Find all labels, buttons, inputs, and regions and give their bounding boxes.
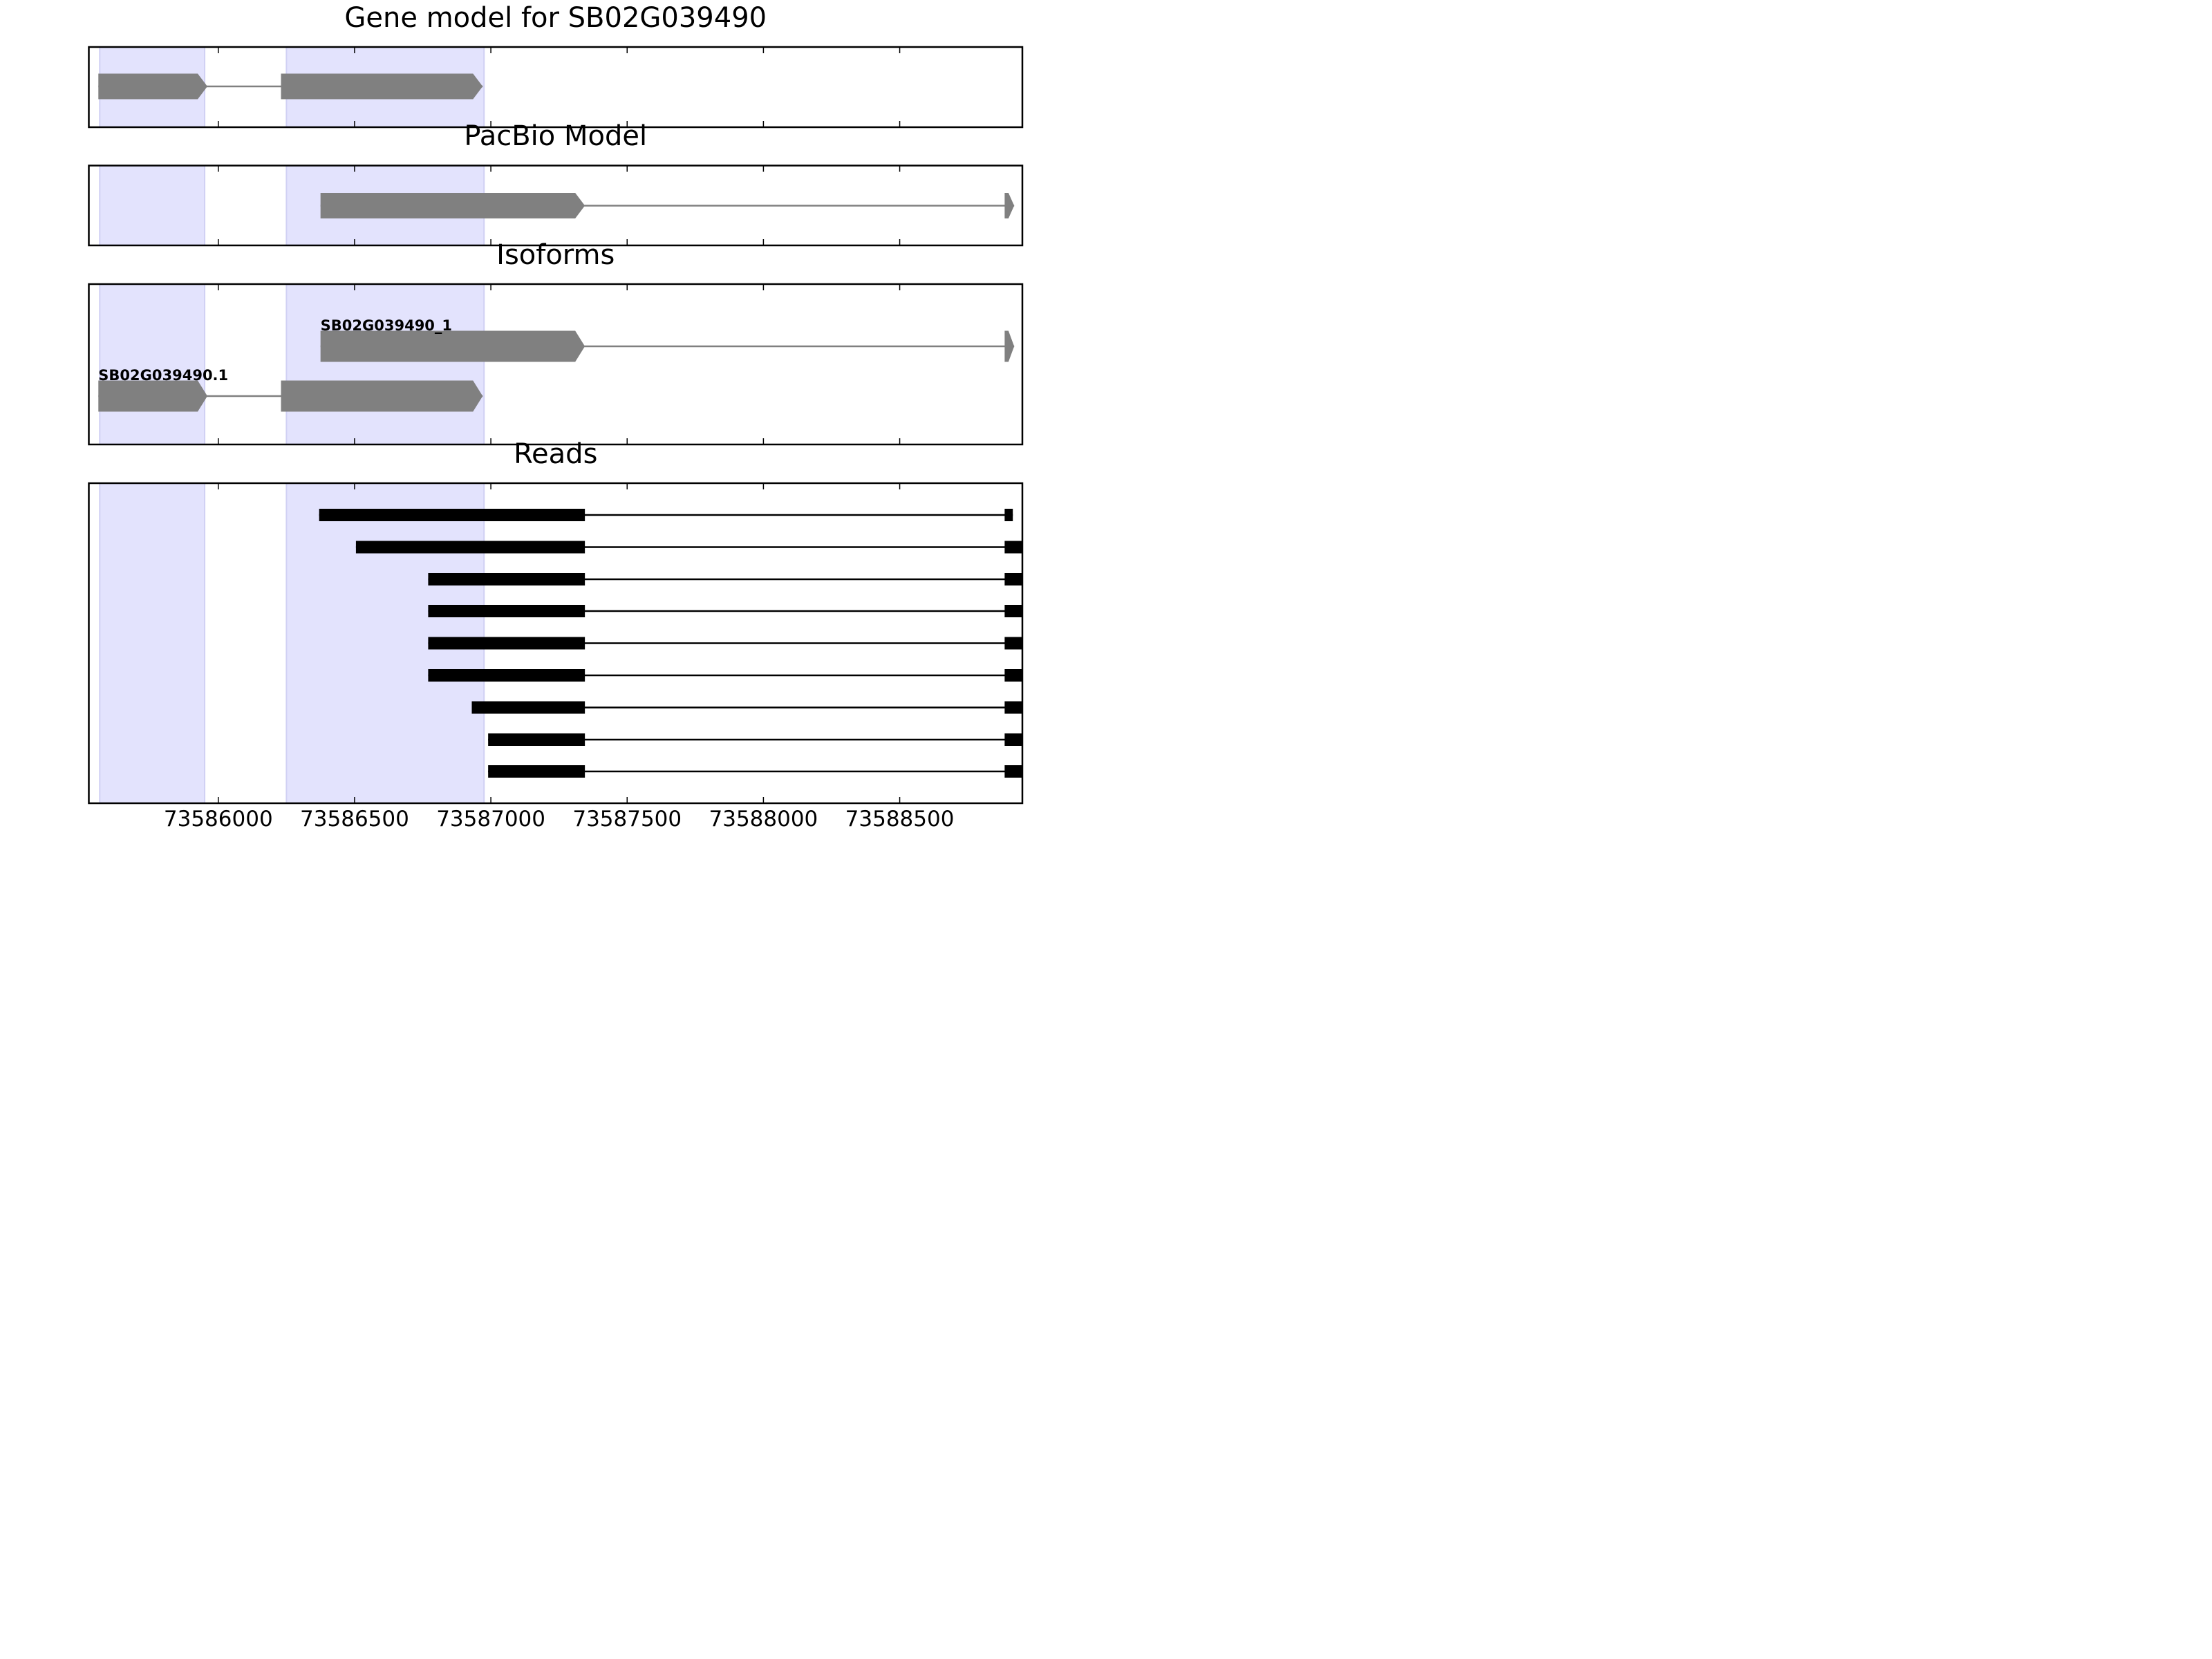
- highlight-region: [285, 284, 485, 444]
- highlight-region: [99, 165, 206, 245]
- panel-title: Gene model for SB02G039490: [344, 2, 767, 34]
- plot-area: [98, 284, 1015, 444]
- axes-frame: [88, 165, 1024, 247]
- read-exon: [1004, 509, 1013, 521]
- read-exon: [1004, 669, 1022, 682]
- axes-frame: [88, 482, 1024, 805]
- panel-pacbio-model: PacBio Model: [88, 120, 1024, 247]
- read-exon: [428, 669, 585, 682]
- isoform-label: SB02G039490_1: [321, 317, 452, 334]
- highlight-region: [99, 284, 206, 444]
- gene-model-exon: [281, 73, 483, 100]
- x-tick-label: 73588500: [845, 807, 955, 830]
- read-exon: [488, 765, 585, 778]
- read-exon: [1004, 573, 1022, 585]
- x-tick-label: 73586000: [164, 807, 273, 830]
- panel-isoforms: Isoforms SB02G039490_1 SB02G039490.1: [88, 239, 1024, 446]
- read-exon: [471, 701, 585, 714]
- gene-model-exon: [98, 73, 208, 100]
- isoform-label: SB02G039490.1: [98, 367, 228, 384]
- read-exon: [1004, 637, 1022, 650]
- x-tick-label: 73586500: [300, 807, 409, 830]
- read-exon: [428, 605, 585, 617]
- gene-model-exon: [1004, 193, 1015, 218]
- gene-model-exon: [320, 330, 585, 362]
- read-exon: [1004, 541, 1022, 554]
- read-exon: [428, 573, 585, 585]
- panel-title: Reads: [514, 438, 597, 470]
- plot-area: [98, 47, 485, 127]
- figure: Gene model for SB02G039490 PacBio Model Is…: [0, 0, 1106, 830]
- gene-model-exon: [98, 380, 208, 412]
- gene-model-figure: Gene model for SB02G039490 PacBio Model Is…: [88, 2, 1024, 830]
- panel-title: Isoforms: [496, 239, 615, 271]
- panel-reads: Reads: [88, 438, 1024, 805]
- read-exon: [488, 733, 585, 746]
- plot-area: [99, 483, 1022, 803]
- read-exon: [1004, 733, 1022, 746]
- read-exon: [428, 637, 585, 650]
- read-exon: [1004, 765, 1022, 778]
- read-exon: [319, 509, 585, 521]
- read-exon: [355, 541, 585, 554]
- plot-area: [99, 165, 1015, 245]
- gene-model-exon: [320, 193, 585, 218]
- panel-title: PacBio Model: [464, 120, 647, 152]
- panel-gene-model: Gene model for SB02G039490: [88, 2, 1024, 129]
- x-tick-label: 73587000: [436, 807, 545, 830]
- gene-model-exon: [281, 380, 483, 412]
- read-exon: [1004, 701, 1022, 714]
- axes-frame: [88, 283, 1024, 446]
- gene-model-exon: [1004, 330, 1015, 362]
- read-exon: [1004, 605, 1022, 617]
- x-tick-label: 73587500: [572, 807, 682, 830]
- x-tick-label: 73588000: [709, 807, 818, 830]
- axes-frame: [88, 46, 1024, 129]
- highlight-region: [99, 483, 206, 803]
